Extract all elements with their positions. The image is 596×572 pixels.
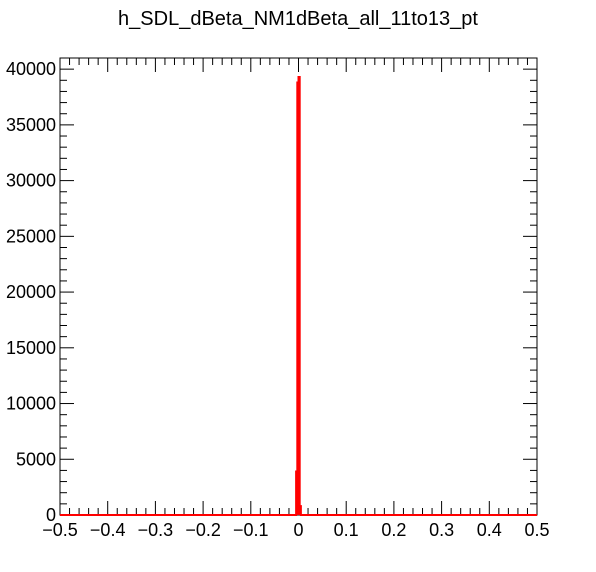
chart-title: h_SDL_dBeta_NM1dBeta_all_11to13_pt	[118, 8, 478, 30]
x-tick-label: 0.5	[524, 520, 549, 540]
x-tick-label: −0.5	[42, 520, 78, 540]
y-tick-label: 0	[46, 505, 56, 525]
x-tick-label: 0.3	[429, 520, 454, 540]
y-tick-label: 30000	[6, 171, 56, 191]
y-tick-label: 40000	[6, 59, 56, 79]
y-tick-label: 5000	[16, 449, 56, 469]
x-tick-label: 0.4	[477, 520, 502, 540]
y-tick-label: 25000	[6, 226, 56, 246]
x-tick-label: −0.4	[90, 520, 126, 540]
x-tick-label: 0.1	[334, 520, 359, 540]
x-tick-label: 0.2	[381, 520, 406, 540]
y-tick-label: 20000	[6, 282, 56, 302]
y-tick-label: 35000	[6, 115, 56, 135]
x-tick-label: 0	[293, 520, 303, 540]
histogram-series-line	[60, 75, 537, 516]
y-tick-label: 15000	[6, 338, 56, 358]
x-tick-label: −0.2	[185, 520, 221, 540]
x-tick-label: −0.1	[233, 520, 269, 540]
x-tick-label: −0.3	[138, 520, 174, 540]
y-tick-label: 10000	[6, 394, 56, 414]
